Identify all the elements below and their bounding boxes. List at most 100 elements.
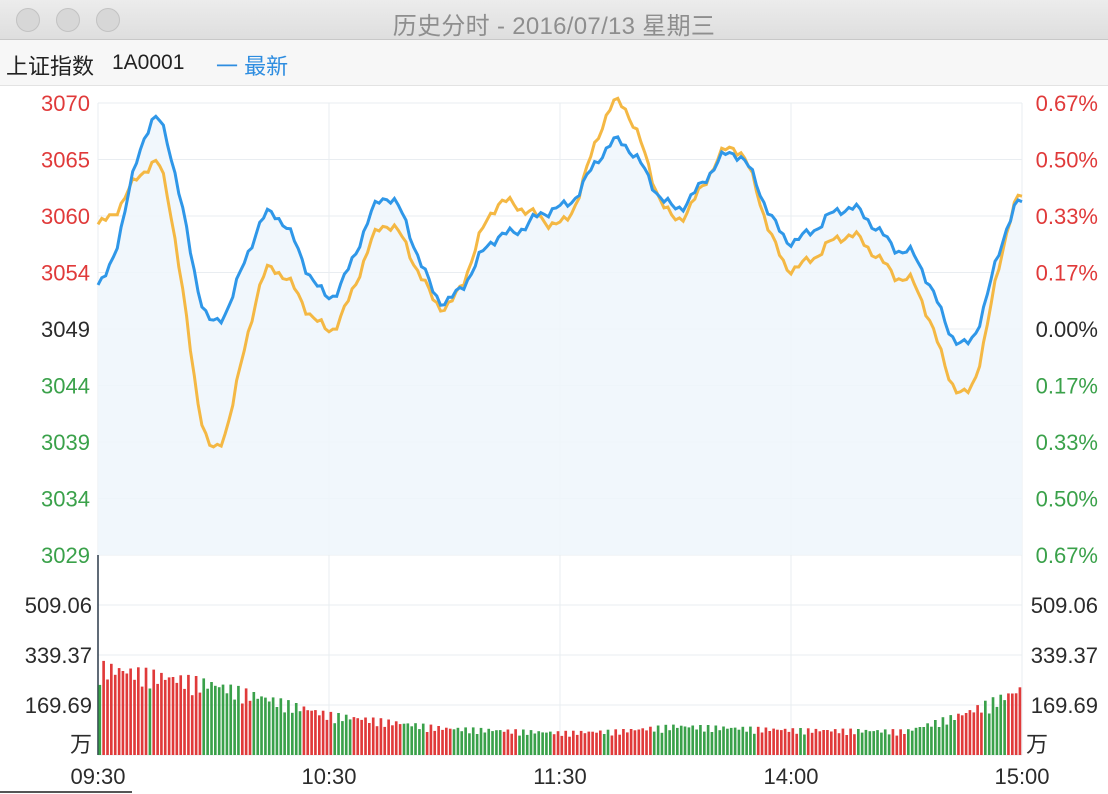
volume-bar bbox=[256, 698, 260, 755]
volume-bar bbox=[560, 735, 564, 755]
volume-bar bbox=[729, 727, 733, 755]
volume-bar bbox=[545, 732, 548, 755]
volume-bar bbox=[110, 663, 113, 755]
minimize-window-button[interactable] bbox=[56, 8, 80, 32]
volume-bar bbox=[783, 728, 787, 755]
price-tick-label-left: 3054 bbox=[41, 261, 90, 286]
volume-bar bbox=[352, 717, 356, 755]
volume-bar bbox=[371, 717, 375, 755]
volume-bar bbox=[137, 667, 140, 755]
volume-bar bbox=[1003, 700, 1006, 755]
volume-bar bbox=[98, 684, 102, 755]
volume-bar bbox=[872, 731, 876, 755]
volume-bar bbox=[163, 679, 167, 755]
volume-bar bbox=[121, 671, 125, 755]
volume-bar bbox=[849, 728, 852, 755]
volume-bar bbox=[229, 684, 233, 755]
time-tick-label: 15:00 bbox=[994, 764, 1049, 789]
volume-bar bbox=[533, 733, 537, 755]
volume-bar bbox=[833, 729, 837, 755]
zoom-window-button[interactable] bbox=[96, 8, 120, 32]
volume-bar bbox=[918, 727, 922, 755]
volume-bar bbox=[737, 729, 741, 755]
volume-bar bbox=[283, 712, 286, 755]
volume-bar bbox=[275, 707, 279, 755]
volume-bar bbox=[529, 730, 533, 755]
volume-bar bbox=[826, 730, 829, 755]
volume-bar bbox=[348, 719, 352, 755]
index-name: 上证指数 bbox=[6, 54, 95, 79]
volume-bar bbox=[699, 725, 702, 755]
volume-bar bbox=[483, 732, 487, 755]
volume-bar bbox=[787, 731, 791, 755]
window-titlebar: 历史分时 - 2016/07/13 星期三 bbox=[0, 0, 1108, 40]
volume-bar bbox=[464, 727, 467, 755]
volume-bar bbox=[337, 713, 340, 755]
intraday-chart[interactable]: 3070 0.67% 3065 0.50% 3060 0.33% 3054 0.17% 3049… bbox=[0, 86, 1108, 794]
volume-bar bbox=[113, 674, 117, 755]
volume-bar bbox=[772, 728, 775, 755]
price-tick-label-left: 3060 bbox=[41, 204, 90, 229]
volume-bar bbox=[656, 725, 660, 755]
volume-tick-label-left: 509.06 bbox=[25, 593, 92, 618]
info-bar: 上证指数 1A0001 一 最新 bbox=[0, 40, 1108, 86]
volume-bar bbox=[575, 734, 579, 755]
volume-bar bbox=[452, 729, 456, 755]
volume-bar bbox=[602, 734, 606, 755]
volume-bar bbox=[167, 677, 171, 755]
volume-bar bbox=[291, 712, 294, 755]
volume-bar bbox=[676, 727, 679, 755]
volume-bar bbox=[572, 730, 575, 755]
average-price-line[interactable] bbox=[96, 96, 1023, 449]
volume-bar bbox=[818, 731, 822, 755]
volume-bar bbox=[718, 730, 722, 755]
volume-bar bbox=[745, 731, 748, 755]
volume-bar bbox=[891, 729, 895, 755]
window-title: 历史分时 - 2016/07/13 星期三 bbox=[392, 13, 716, 40]
volume-bar bbox=[179, 675, 183, 755]
volume-bar bbox=[241, 703, 244, 755]
volume-bar bbox=[641, 728, 645, 755]
volume-bar bbox=[564, 730, 568, 755]
volume-bar bbox=[198, 692, 202, 755]
latest-price-line[interactable] bbox=[96, 114, 1023, 347]
volume-bar bbox=[984, 700, 987, 755]
volume-bar bbox=[206, 688, 209, 755]
volume-bar bbox=[791, 728, 795, 755]
time-tick-label: 10:30 bbox=[301, 764, 356, 789]
volume-bar bbox=[649, 726, 652, 755]
price-tick-label-left: 3065 bbox=[41, 148, 90, 173]
percent-tick-label-right: 0.67% bbox=[1036, 543, 1098, 568]
price-tick-label-left: 3039 bbox=[41, 430, 90, 455]
time-tick-label: 14:00 bbox=[763, 764, 818, 789]
volume-bar bbox=[502, 731, 506, 755]
volume-bar bbox=[614, 729, 618, 755]
volume-bar bbox=[302, 706, 306, 755]
volume-bar bbox=[980, 712, 983, 755]
volume-bar bbox=[252, 692, 256, 755]
volume-bar bbox=[260, 696, 263, 755]
volume-bar bbox=[279, 698, 283, 755]
volume-bar bbox=[271, 697, 275, 755]
volume-bar bbox=[976, 705, 979, 755]
volume-bar bbox=[687, 727, 691, 755]
volume-bar bbox=[957, 713, 960, 755]
volume-unit-label-left: 万 bbox=[70, 732, 92, 757]
volume-bar bbox=[310, 710, 313, 755]
volume-tick-label-left: 169.69 bbox=[25, 693, 92, 718]
percent-tick-label-right: 0.17% bbox=[1036, 374, 1098, 399]
volume-bar bbox=[106, 679, 109, 755]
volume-bar bbox=[579, 730, 583, 755]
volume-bar bbox=[853, 734, 856, 755]
close-window-button[interactable] bbox=[16, 8, 40, 32]
volume-bar bbox=[733, 727, 737, 755]
volume-bar bbox=[987, 713, 991, 755]
volume-bar bbox=[722, 726, 725, 755]
volume-bar bbox=[468, 733, 471, 755]
volume-bar bbox=[995, 706, 999, 755]
volume-bar bbox=[741, 726, 745, 755]
volume-bar bbox=[749, 726, 752, 755]
volume-bar bbox=[487, 728, 491, 755]
volume-bar bbox=[814, 728, 818, 755]
volume-bar bbox=[518, 735, 521, 755]
